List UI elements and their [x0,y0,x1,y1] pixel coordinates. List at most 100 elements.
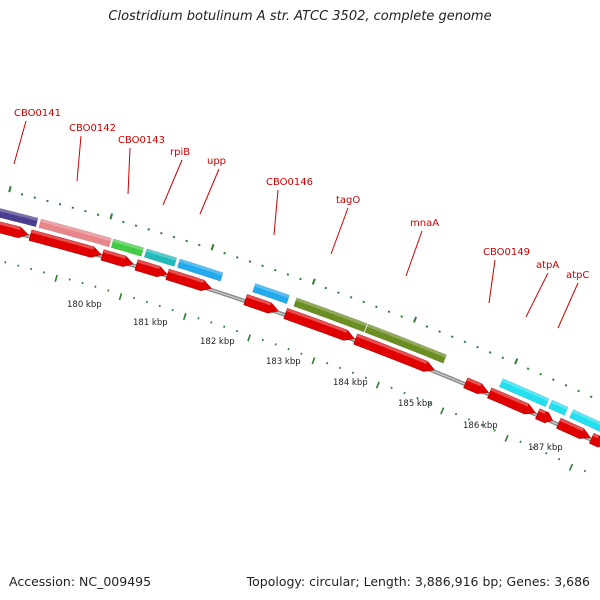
genome-backbone [0,226,600,447]
outer-tick [488,351,492,354]
gene-label-line [13,120,27,165]
inner-tick [364,376,367,379]
cds-arrow [556,417,592,439]
inner-tick [416,396,419,400]
inner-tick [480,423,483,427]
cds-arrow [535,408,553,424]
outer-tick [46,199,49,203]
cds-arrow-highlight [559,418,584,432]
inner-tick [583,469,587,473]
cds-arrow-highlight [0,221,21,230]
cog-gene-bar [0,208,39,228]
inner-tick [107,289,110,292]
cog-gene-highlight [367,324,447,358]
cog-gene-highlight [295,297,368,327]
kbp-label: 184 kbp [333,378,368,388]
gene-label-cbo0143: CBO0143 [118,135,165,146]
outer-tick [438,330,441,333]
cds-arrow [28,229,102,258]
kbp-label: 186 kbp [463,421,498,431]
inner-tick-marks [4,261,587,473]
inner-tick [210,321,213,324]
cds-track [0,221,600,448]
inner-tick [261,338,264,342]
kbp-labels: 180 kbp 181 kbp 182 kbp 183 kbp 184 kbp 185 k… [67,300,563,453]
outer-tick [122,220,125,224]
outer-tick [84,209,87,213]
outer-tick [501,356,505,360]
cds-arrow [353,333,436,372]
cog-gene-bar [143,248,178,267]
outer-tick [273,268,277,272]
inner-tick [235,329,239,333]
gene-label-line [525,272,549,318]
kbp-label: 183 kbp [266,357,301,367]
outer-tick [551,378,555,382]
cds-arrow [588,432,600,448]
inner-tick [247,334,252,342]
inner-tick [171,308,174,312]
cds-arrow-highlight [31,229,94,250]
outer-tick [160,231,163,235]
inner-tick [493,429,496,432]
gene-label-line [127,147,131,195]
inner-tick [568,463,574,471]
outer-tick [564,384,568,387]
backbone-line [0,226,600,447]
outer-tick [8,186,12,193]
inner-tick [454,412,458,416]
cds-arrow [165,268,212,291]
outer-tick [539,372,542,376]
gene-label-line [557,282,579,329]
outer-tick [185,239,188,243]
outer-tick [58,203,62,206]
gene-label-line [273,189,279,236]
inner-tick [81,281,84,285]
inner-tick [300,352,303,355]
outer-tick [311,278,316,285]
outer-tick [577,389,580,393]
inner-tick [467,418,471,421]
cds-arrow-highlight [592,433,599,439]
outer-tick [514,358,519,365]
outer-tick [286,273,290,276]
gene-label-lines [13,120,579,329]
gene-label-cbo0142: CBO0142 [69,123,116,134]
cog-gene-highlight [40,218,112,242]
cog-gene-bar [293,297,368,333]
backbone-highlight [0,228,600,445]
cog-gene-highlight [179,258,224,276]
inner-tick [440,407,445,415]
cds-arrow [463,377,490,394]
outer-tick [324,286,328,290]
outer-tick [109,213,114,220]
inner-tick [145,300,148,304]
gene-label-line [330,207,349,255]
cog-gene-bar [548,399,569,416]
outer-tick [589,395,593,399]
inner-tick [375,381,380,389]
cds-arrow-highlight [286,308,348,333]
gene-label-line [76,135,82,182]
cds-arrow-highlight [490,387,529,407]
map-title: Clostridium botulinum A str. ATCC 3502, … [108,9,492,24]
outer-tick [71,206,74,209]
cog-gene-highlight [145,248,177,261]
outer-tick [235,256,239,259]
gene-label-cbo0149: CBO0149 [483,247,530,258]
inner-tick [519,440,522,443]
outer-tick [526,367,530,370]
outer-tick [463,340,467,344]
gene-label-line [488,259,496,304]
outer-tick [299,277,302,281]
cog-gene-bar [110,238,145,257]
inner-tick [17,264,20,267]
cog-gene-highlight [572,409,600,426]
inner-tick [197,317,200,320]
outer-tick [412,316,418,323]
inner-tick [223,325,226,328]
cog-gene-highlight [0,208,39,221]
outer-tick [210,244,215,251]
cog-gene-bar [176,258,224,282]
